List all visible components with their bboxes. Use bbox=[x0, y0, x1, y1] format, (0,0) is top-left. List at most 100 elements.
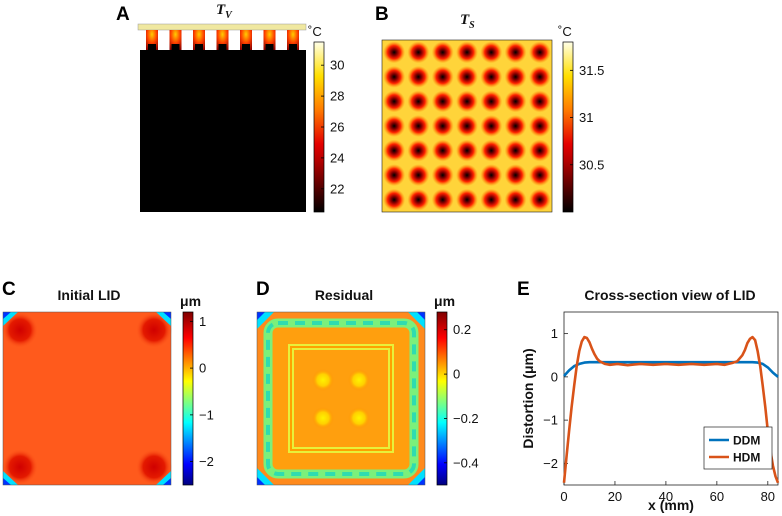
legend: DDM HDM bbox=[703, 426, 773, 470]
panel-e-title: Cross-section view of LID bbox=[584, 287, 755, 303]
y-tick-label: 1 bbox=[551, 326, 558, 341]
colorbar-b-ticks: 31.5 31 30.5 bbox=[570, 63, 604, 172]
panel-label-d: D bbox=[256, 279, 270, 300]
thermal-body-a bbox=[140, 50, 306, 212]
heater-stem bbox=[289, 44, 297, 52]
hot-spot bbox=[407, 188, 430, 211]
colorbar-tick-label: 26 bbox=[330, 120, 344, 135]
x-tick-label: 60 bbox=[710, 489, 724, 504]
heater-stem bbox=[265, 44, 274, 52]
panel-a: A TV ˚C 30 28 26 24 22 bbox=[116, 2, 344, 213]
colorbar-tick-label: 28 bbox=[330, 89, 344, 104]
colorbar-tick-label: −0.4 bbox=[453, 455, 479, 470]
colorbar-d-ticks: 0.2 0 −0.2 −0.4 bbox=[444, 322, 479, 470]
panel-a-title: TV bbox=[216, 2, 233, 21]
colorbar-tick-label: 0 bbox=[453, 367, 460, 382]
heatmap-b-frame bbox=[381, 39, 553, 213]
hot-spot bbox=[456, 188, 478, 211]
hot-spot bbox=[528, 90, 551, 113]
x-tick-label: 20 bbox=[608, 489, 622, 504]
hot-spot bbox=[504, 41, 527, 64]
hot-spot bbox=[407, 115, 430, 137]
cold-plate-top bbox=[137, 23, 307, 31]
colorbar-tick-label: 1 bbox=[199, 314, 206, 329]
colorbar-tick-label: 31.5 bbox=[579, 63, 604, 78]
hot-spot bbox=[504, 65, 527, 88]
hot-spot bbox=[383, 164, 406, 187]
colorbar-a-unit: ˚C bbox=[308, 24, 322, 39]
hot-spot bbox=[528, 41, 551, 64]
hot-spot bbox=[383, 115, 406, 137]
x-tick-label: 40 bbox=[659, 489, 673, 504]
colorbar-tick-label: 31 bbox=[579, 110, 593, 125]
hot-spot bbox=[480, 90, 503, 113]
hot-spot bbox=[456, 115, 478, 137]
hot-spot bbox=[407, 139, 430, 162]
panel-label-a: A bbox=[116, 4, 130, 25]
hot-spot bbox=[504, 164, 527, 187]
hot-spot bbox=[480, 164, 503, 187]
y-tick-label: −1 bbox=[543, 413, 558, 428]
hot-spot bbox=[456, 90, 478, 113]
colorbar-tick-label: −2 bbox=[199, 454, 214, 469]
colorbar-tick-label: 22 bbox=[330, 181, 344, 196]
panel-label-c: C bbox=[2, 279, 16, 300]
panel-d: D Residual μm 0. bbox=[256, 279, 479, 486]
legend-label-ddm: DDM bbox=[733, 434, 760, 448]
colorbar-tick-label: −1 bbox=[199, 407, 214, 422]
hot-spot bbox=[407, 90, 430, 113]
colorbar-b-unit: ˚C bbox=[558, 24, 572, 39]
hot-spot bbox=[456, 139, 478, 162]
heater-stem bbox=[195, 44, 203, 52]
hot-spot bbox=[480, 188, 503, 211]
panel-d-title: Residual bbox=[315, 287, 373, 303]
hot-spot bbox=[431, 188, 454, 211]
y-axis-label: Distortion (μm) bbox=[520, 348, 536, 448]
heater-stem bbox=[218, 44, 227, 52]
hot-spot bbox=[480, 139, 503, 162]
hot-spot bbox=[456, 65, 478, 88]
hot-spot bbox=[431, 115, 454, 137]
colorbar-d-unit: μm bbox=[434, 293, 455, 309]
hot-spot bbox=[480, 115, 503, 137]
panel-b-title: TS bbox=[460, 12, 475, 31]
hot-spot bbox=[383, 41, 406, 64]
heatmap-c-frame bbox=[2, 311, 172, 486]
hot-spot bbox=[431, 90, 454, 113]
hot-spot bbox=[456, 41, 478, 64]
legend-box bbox=[703, 426, 773, 470]
hot-spot bbox=[528, 65, 551, 88]
hot-spot bbox=[431, 164, 454, 187]
hot-spot bbox=[407, 41, 430, 64]
colorbar-b bbox=[562, 41, 574, 213]
hot-spot bbox=[528, 164, 551, 187]
colorbar-tick-label: 24 bbox=[330, 150, 344, 165]
colorbar-d bbox=[436, 311, 448, 486]
hot-spot bbox=[528, 188, 551, 211]
heatmap-d-frame bbox=[256, 311, 426, 486]
colorbar-c-unit: μm bbox=[180, 293, 201, 309]
hot-spot bbox=[407, 65, 430, 88]
colorbar-c-ticks: 1 0 −1 −2 bbox=[190, 314, 214, 469]
hot-spot bbox=[383, 139, 406, 162]
heater-stem bbox=[148, 44, 156, 52]
colorbar-tick-label: 0 bbox=[199, 361, 206, 376]
y-tick-label: −2 bbox=[543, 456, 558, 471]
heater-stem bbox=[242, 44, 250, 52]
y-tick-label: 0 bbox=[551, 369, 558, 384]
hot-spot bbox=[528, 139, 551, 162]
hot-spot bbox=[528, 115, 551, 137]
colorbar-c bbox=[182, 311, 194, 486]
hot-spot bbox=[383, 90, 406, 113]
hot-spot bbox=[431, 65, 454, 88]
hot-spot bbox=[504, 139, 527, 162]
heatmap-c-corners bbox=[2, 312, 172, 485]
hot-spot bbox=[480, 41, 503, 64]
legend-label-hdm: HDM bbox=[733, 451, 760, 465]
hot-spot bbox=[504, 188, 527, 211]
heater-stem bbox=[171, 44, 180, 52]
hot-spot bbox=[480, 65, 503, 88]
hot-spot bbox=[407, 164, 430, 187]
heater-row bbox=[146, 30, 299, 52]
